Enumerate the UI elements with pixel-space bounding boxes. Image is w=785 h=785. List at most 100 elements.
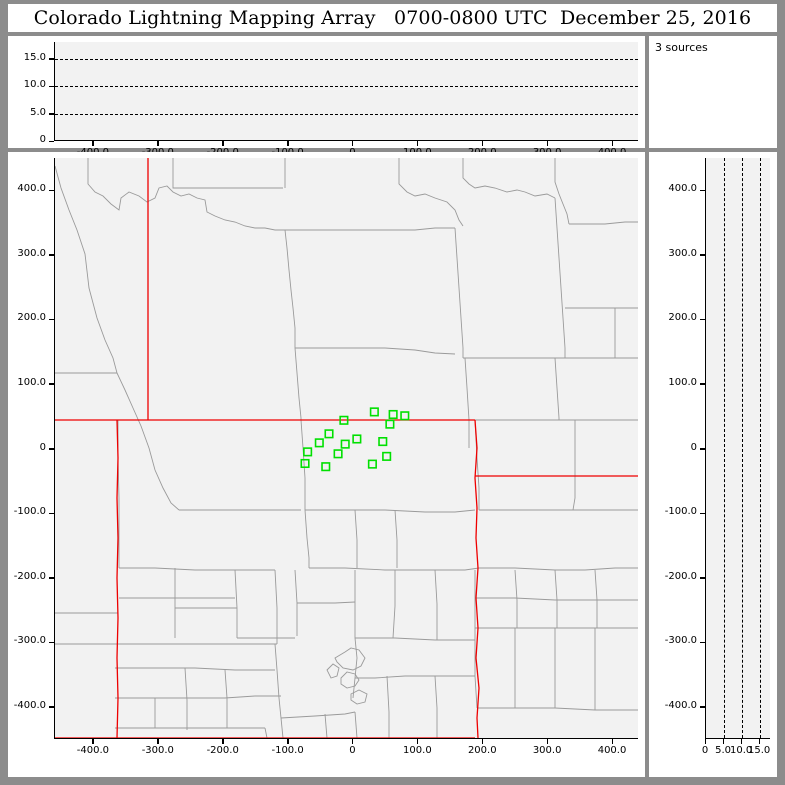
y-tick-label: -100.0 (13, 506, 46, 518)
lightning-source-markers (300, 407, 410, 472)
x-tick-label: -200.0 (206, 745, 239, 756)
y-tick (49, 512, 54, 515)
y-tick (700, 706, 705, 708)
plan-view-map-panel: 400.0 300.0 200.0 100.0 0 -100.0 -200.0 -300.0 -… (8, 152, 645, 777)
gridline-horizontal (55, 86, 638, 87)
lightning-source-marker (400, 411, 410, 421)
y-tick-label: 100.0 (668, 376, 697, 388)
y-tick-label: -300.0 (13, 635, 46, 647)
x-tick (287, 739, 289, 744)
x-tick (611, 141, 614, 146)
plan-view-plot-area (54, 158, 638, 739)
y-tick-label: -400.0 (13, 699, 46, 711)
page-title: Colorado Lightning Mapping Array 0700-08… (33, 7, 752, 29)
altitude-vs-east-plot-area (54, 42, 638, 141)
x-tick (351, 141, 354, 146)
lightning-source-marker (369, 407, 379, 417)
y-tick (49, 577, 54, 579)
lightning-source-marker (378, 437, 388, 447)
x-tick-label: 100.0 (403, 745, 432, 756)
x-tick (546, 141, 549, 146)
x-tick (351, 739, 354, 744)
y-tick-label: 200.0 (17, 312, 46, 324)
y-tick-label: 0 (39, 441, 46, 453)
y-tick-label: 5.0 (30, 106, 46, 118)
x-tick-label: 15.0 (748, 745, 771, 756)
altitude-vs-north-plot-area (705, 158, 770, 739)
lightning-source-marker (303, 447, 313, 457)
gridline-vertical (742, 158, 744, 738)
x-tick (740, 739, 743, 744)
x-tick (157, 141, 159, 146)
lightning-source-marker (300, 458, 310, 469)
y-tick (49, 383, 54, 385)
lightning-source-marker (352, 434, 362, 444)
y-tick (700, 189, 705, 192)
y-tick-label: 0 (690, 441, 697, 453)
map-geography (55, 158, 638, 738)
x-tick (758, 739, 761, 744)
x-tick (92, 739, 94, 744)
x-tick (157, 739, 159, 744)
y-tick (700, 577, 705, 579)
altitude-vs-east-panel: 05.010.015.0-400.0-300.0-200.0-100.00100… (8, 36, 645, 158)
y-tick-label: 15.0 (23, 51, 46, 63)
y-tick-label: 400.0 (17, 183, 46, 195)
gridline-horizontal (55, 113, 638, 115)
x-tick (416, 739, 419, 744)
gridline-horizontal (55, 58, 638, 60)
x-tick (92, 141, 94, 146)
lightning-source-marker (321, 462, 331, 472)
x-tick (222, 739, 224, 744)
lightning-source-marker (333, 449, 343, 459)
y-tick (49, 140, 54, 142)
y-tick-label: -300.0 (664, 635, 697, 647)
x-tick-label: -300.0 (141, 745, 174, 756)
y-tick (49, 254, 54, 256)
x-tick-label: 5.0 (715, 745, 731, 756)
y-tick (700, 383, 705, 385)
y-tick (700, 512, 705, 515)
altitude-vs-north-panel: 400.0 300.0 200.0 100.0 0 -100.0 -200.0 -300.0 -… (649, 152, 777, 777)
y-tick-label: -200.0 (664, 570, 697, 582)
y-tick (49, 318, 54, 321)
y-tick (49, 58, 54, 60)
x-tick (287, 141, 289, 146)
lightning-source-marker (385, 419, 395, 429)
x-tick-label: 10.0 (729, 745, 753, 756)
y-tick-label: 300.0 (17, 247, 46, 259)
x-tick (611, 739, 614, 744)
y-tick (700, 318, 705, 321)
y-tick (49, 706, 54, 708)
y-tick (49, 85, 54, 87)
y-tick-label: 400.0 (668, 183, 697, 195)
y-tick (49, 641, 54, 644)
y-tick (700, 254, 705, 256)
source-count-label: 3 sources (655, 41, 708, 54)
y-tick-label: 300.0 (668, 247, 697, 259)
x-tick (722, 739, 725, 744)
x-tick-label: 0 (701, 745, 709, 756)
y-tick-label: 100.0 (17, 376, 46, 388)
y-tick (49, 448, 54, 450)
y-tick-label: 10.0 (23, 79, 46, 90)
y-tick-label: -100.0 (664, 506, 697, 518)
y-tick-label: 200.0 (668, 312, 697, 324)
lightning-source-marker (339, 415, 349, 425)
source-count-panel: 3 sources (649, 36, 777, 148)
x-tick (416, 141, 419, 146)
y-tick-label: 0 (39, 134, 46, 145)
lightning-source-marker (340, 439, 350, 449)
y-tick (700, 641, 705, 644)
x-tick (222, 141, 224, 146)
lightning-source-marker (367, 459, 377, 469)
y-tick-label: -400.0 (664, 699, 697, 711)
lightning-source-marker (324, 429, 334, 439)
x-tick-label: 200.0 (467, 745, 497, 756)
x-tick-label: -100.0 (271, 745, 304, 756)
state-boundaries (55, 158, 638, 738)
gridline-vertical (724, 158, 726, 738)
y-tick (49, 113, 54, 115)
y-tick (49, 189, 54, 192)
